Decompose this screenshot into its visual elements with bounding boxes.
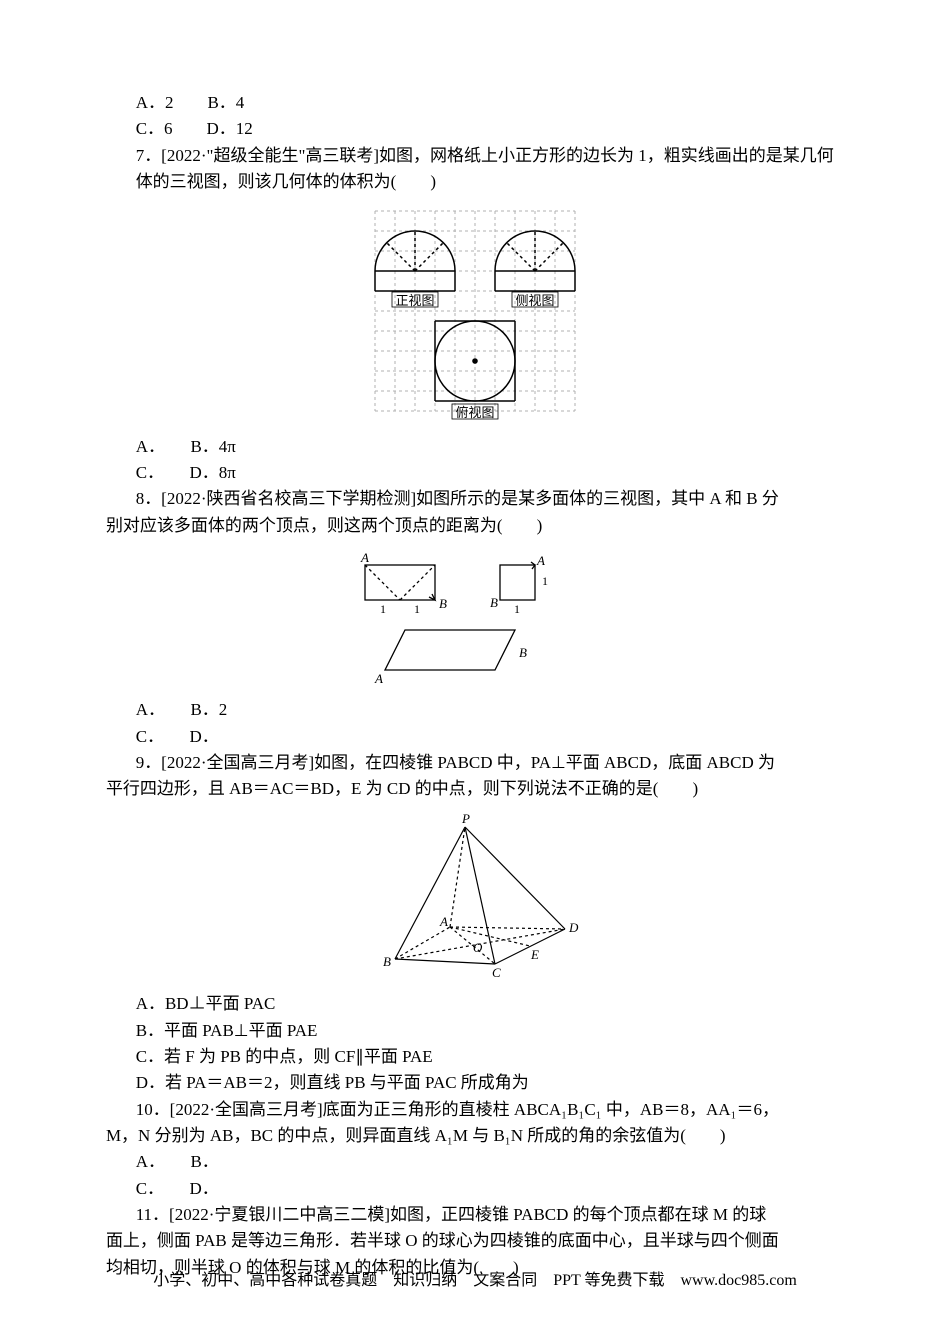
svg-text:P: P: [461, 811, 470, 826]
svg-text:1: 1: [514, 602, 520, 616]
svg-text:1: 1: [414, 602, 420, 616]
svg-text:A: A: [439, 914, 448, 929]
svg-text:D: D: [568, 920, 579, 935]
q9-prompt-a: 9．[2022·全国高三月考]如图，在四棱锥 P­ABCD 中，PA⊥平面 AB…: [100, 750, 850, 776]
q-pre-optA: A．2 B．4: [100, 90, 850, 116]
q8-prompt-a: 8．[2022·陕西省名校高三下学期检测]如图所示的是某多面体的三视图，其中 A…: [100, 486, 850, 512]
q8-prompt-b: 别对应该多面体的两个顶点，则这两个顶点的距离为( ): [100, 513, 850, 539]
q11-l1: 11．[2022·宁夏银川二中高三二模]如图，正四棱锥 P­ABCD 的每个顶点…: [100, 1202, 850, 1228]
q8-figure: A B A B B A 1 1 1 1: [100, 545, 850, 693]
svg-text:1: 1: [542, 574, 548, 588]
q8-B1: B: [439, 596, 447, 611]
q8-B3: B: [519, 645, 527, 660]
q7-optA: A． B．4π: [100, 434, 850, 460]
q8-optA: A． B．2: [100, 697, 850, 723]
q11-l2: 面上，侧面 PAB 是等边三角形．若半球 O 的球心为四棱锥的底面中心，且半球与…: [100, 1228, 850, 1254]
svg-text:侧视图: 侧视图: [515, 293, 554, 308]
q8-A3: A: [374, 671, 383, 685]
q7-figure: 正视图 侧视图俯视图: [100, 201, 850, 429]
q7-prompt: 7．[2022·"超级全能生"高三联考]如图，网格纸上小正方形的边长为 1，粗实…: [100, 143, 850, 196]
q8-B2: B: [490, 595, 498, 610]
page-footer: 小学、初中、高中各种试卷真题 知识归纳 文案合同 PPT 等免费下载 www.d…: [0, 1269, 950, 1294]
q10-optA: A． B．: [100, 1149, 850, 1175]
q10-l1: 10．[2022·全国高三月考]底面为正三角形的直棱柱 ABC­A₁B₁C₁ 中…: [100, 1097, 850, 1123]
q7-prompt-text: 7．[2022·"超级全能生"高三联考]如图，网格纸上小正方形的边长为 1，粗实…: [136, 146, 834, 191]
q8-A1: A: [360, 550, 369, 565]
q8-A2: A: [536, 553, 545, 568]
svg-text:1: 1: [380, 602, 386, 616]
svg-text:C: C: [492, 965, 501, 979]
q10-optC: C． D．: [100, 1176, 850, 1202]
q9-optD: D．若 PA＝AB＝2，则直线 PB 与平面 PAC 所成角为: [100, 1070, 850, 1096]
q9-optB: B．平面 PAB⊥平面 PAE: [100, 1018, 850, 1044]
svg-text:正视图: 正视图: [395, 293, 434, 308]
q9-figure: P A B C D E O: [100, 809, 850, 987]
q10-l2: M，N 分别为 AB，BC 的中点，则异面直线 A₁M 与 B₁N 所成的角的余…: [100, 1123, 850, 1149]
q7-optC: C． D．8π: [100, 460, 850, 486]
q-pre-optC: C．6 D．12: [100, 116, 850, 142]
q9-optC: C．若 F 为 PB 的中点，则 CF∥平面 PAE: [100, 1044, 850, 1070]
svg-text:B: B: [383, 954, 391, 969]
q9-optA: A．BD⊥平面 PAC: [100, 991, 850, 1017]
q9-prompt-b: 平行四边形，且 AB＝AC＝BD，E 为 CD 的中点，则下列说法不正确的是( …: [100, 776, 850, 802]
svg-text:俯视图: 俯视图: [455, 405, 494, 420]
svg-text:O: O: [473, 940, 483, 955]
q8-optC: C． D．: [100, 724, 850, 750]
svg-text:E: E: [530, 947, 539, 962]
